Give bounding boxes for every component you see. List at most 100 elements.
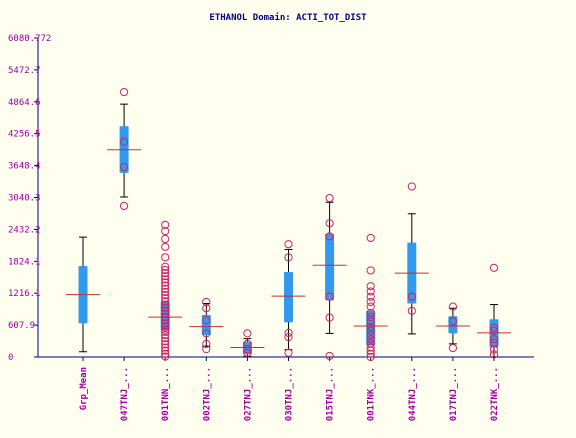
x-axis: Grp_Mean 047TNJ_... 001TNN_... 002TNJ_... 02…	[38, 356, 534, 421]
outlier-point	[161, 352, 170, 361]
outlier-point	[161, 327, 170, 336]
x-tick-label: Grp_Mean	[79, 367, 89, 410]
outlier-point	[202, 297, 211, 307]
outlier-point	[448, 302, 457, 311]
outlier-point	[120, 87, 129, 97]
outlier-point	[366, 335, 375, 344]
outlier-point	[161, 330, 170, 340]
outlier-point	[243, 345, 252, 354]
outlier-point	[284, 332, 293, 342]
outlier-point	[243, 348, 252, 357]
outlier-point	[366, 266, 375, 275]
outlier-point	[366, 292, 375, 301]
outlier-point	[366, 343, 375, 352]
outlier-point	[448, 343, 457, 353]
outlier-point	[120, 137, 129, 147]
outlier-point	[161, 287, 170, 297]
outlier-point	[284, 253, 293, 262]
outlier-point	[489, 335, 499, 344]
outlier-point	[161, 278, 170, 287]
outlier-point	[366, 233, 375, 243]
x-tick-label: 001TNN_...	[161, 367, 171, 421]
box-group	[312, 193, 347, 361]
outlier-point	[161, 220, 170, 229]
outlier-point	[120, 201, 129, 211]
outlier-point	[325, 219, 334, 228]
box-iqr	[284, 272, 293, 323]
outlier-point	[366, 349, 375, 358]
x-tick-label: 002TNJ_...	[202, 367, 212, 421]
outlier-point	[161, 334, 170, 343]
outlier-point	[161, 275, 170, 284]
outlier-point	[161, 226, 170, 236]
outlier-point	[161, 319, 170, 328]
outlier-point	[161, 281, 170, 290]
outlier-point	[489, 263, 499, 272]
x-tick-label: 030TNJ_...	[285, 367, 295, 421]
x-tick-label: 017TNJ_...	[449, 367, 459, 421]
x-tick-label: 001TNK_...	[367, 367, 377, 421]
outlier-point	[161, 272, 170, 281]
outlier-point	[366, 282, 375, 291]
outlier-point	[161, 346, 170, 355]
box-iqr	[489, 319, 499, 348]
outlier-point	[325, 351, 334, 361]
outlier-point	[407, 182, 416, 191]
y-tick-label: 1824.1	[8, 257, 41, 267]
outlier-point	[366, 317, 375, 326]
outlier-point	[161, 343, 170, 352]
outlier-point	[366, 322, 375, 331]
box-group	[189, 297, 224, 354]
outlier-point	[161, 340, 170, 349]
outlier-point	[161, 268, 170, 278]
outlier-point	[325, 232, 334, 241]
box-iqr	[366, 310, 376, 346]
outlier-point	[161, 300, 170, 309]
outlier-point	[407, 306, 416, 315]
outlier-point	[407, 292, 416, 301]
y-tick-label: 3040.3	[8, 194, 41, 204]
outlier-point	[366, 297, 375, 307]
outlier-point	[120, 162, 129, 172]
outlier-point	[325, 193, 334, 203]
outlier-point	[366, 287, 375, 296]
y-tick-label: 4256.5	[8, 130, 41, 140]
box-group	[148, 220, 183, 361]
outlier-point	[161, 325, 170, 334]
box-group	[230, 329, 265, 357]
outlier-point	[366, 330, 375, 340]
outlier-point	[489, 323, 499, 332]
outlier-point	[489, 326, 499, 335]
outlier-point	[161, 349, 170, 358]
outlier-point	[161, 265, 170, 275]
outlier-point	[284, 348, 293, 357]
outlier-point	[161, 290, 170, 300]
y-tick-label: 5472.7	[8, 66, 41, 76]
outlier-point	[161, 242, 170, 251]
box-group	[353, 233, 388, 362]
y-tick-label: 607.9	[8, 321, 35, 331]
outlier-point	[366, 339, 375, 348]
outlier-point	[161, 294, 170, 303]
outlier-point	[284, 240, 293, 249]
x-tick-label: 047TNJ_...	[120, 367, 130, 421]
x-tick-label: 022TNK_...	[490, 367, 500, 421]
y-tick-label: 0	[8, 353, 13, 363]
box-iqr	[242, 341, 252, 355]
outlier-point	[366, 313, 375, 322]
outlier-point	[202, 345, 211, 354]
x-tick-label: 044TNJ_...	[408, 367, 418, 421]
box-group	[271, 240, 306, 357]
x-tick-label: 027TNJ_...	[243, 367, 253, 421]
y-tick-label: 4864.6	[8, 98, 41, 108]
outlier-point	[366, 352, 375, 362]
outlier-point	[161, 322, 170, 331]
y-tick-label: 6080.772	[8, 34, 51, 44]
boxes-layer	[66, 87, 511, 362]
box-iqr	[325, 233, 335, 301]
outlier-point	[366, 308, 375, 318]
outlier-point	[202, 316, 211, 325]
outlier-point	[325, 313, 334, 322]
outlier-point	[366, 302, 375, 311]
